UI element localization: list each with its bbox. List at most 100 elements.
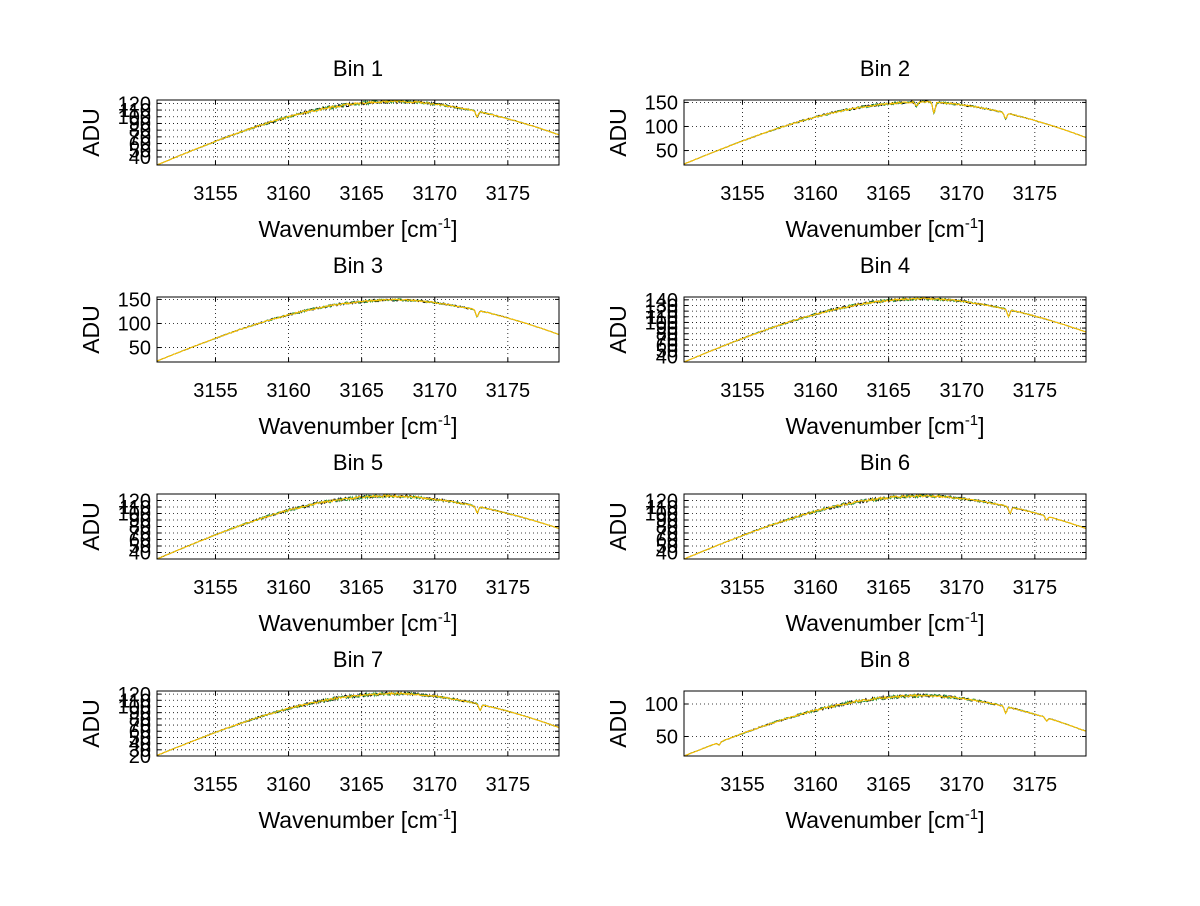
x-tick-label: 3155 xyxy=(193,774,238,796)
y-tick-label: 80 xyxy=(129,120,151,142)
y-tick-label: 100 xyxy=(645,694,678,716)
series-line-1 xyxy=(684,297,1086,362)
x-tick-label: 3170 xyxy=(412,380,457,402)
x-tick-label: 3165 xyxy=(339,774,384,796)
subplot-bin-5: 3155 3160 3165 3170 3175 40506070809010011012… xyxy=(78,450,560,636)
y-tick-label: 50 xyxy=(129,536,151,558)
x-tick-label: 3175 xyxy=(486,774,531,796)
x-tick-label: 3175 xyxy=(1013,380,1058,402)
x-tick-label: 3160 xyxy=(266,577,311,599)
series-line-1 xyxy=(157,100,559,165)
y-tick-label: 100 xyxy=(645,312,678,334)
y-tick-label: 100 xyxy=(118,504,151,526)
y-tick-label: 110 xyxy=(119,100,151,122)
x-tick-label: 3155 xyxy=(720,183,765,205)
series-line-1 xyxy=(684,100,1086,165)
axes-frame xyxy=(683,690,1087,757)
plot-title: Bin 1 xyxy=(333,56,383,81)
y-tick-label: 80 xyxy=(129,709,151,731)
x-tick-label: 3160 xyxy=(793,774,838,796)
x-tick-label: 3165 xyxy=(866,183,911,205)
y-tick-label: 100 xyxy=(118,696,151,718)
y-tick-label: 40 xyxy=(129,543,151,565)
y-tick-label: 70 xyxy=(129,523,151,545)
series-line-2 xyxy=(157,297,559,362)
y-tick-label: 30 xyxy=(129,740,151,762)
series-line-3 xyxy=(684,693,1086,756)
y-tick-label: 120 xyxy=(118,684,151,706)
axes-frame xyxy=(156,296,560,363)
x-axis-label: Wavenumber [cm-1] xyxy=(785,806,984,833)
y-tick-label: 110 xyxy=(646,307,678,329)
y-tick-label: 150 xyxy=(118,289,151,311)
y-tick-label: 60 xyxy=(129,530,151,552)
y-tick-label: 70 xyxy=(129,715,151,737)
plot-title: Bin 8 xyxy=(860,647,910,672)
y-tick-label: 100 xyxy=(645,116,678,138)
y-tick-label: 80 xyxy=(129,517,151,539)
plot-title: Bin 2 xyxy=(860,56,910,81)
x-tick-label: 3160 xyxy=(793,183,838,205)
y-tick-label: 110 xyxy=(119,497,151,519)
x-axis-label: Wavenumber [cm-1] xyxy=(785,609,984,636)
y-tick-label: 90 xyxy=(129,510,151,532)
x-axis-label: Wavenumber [cm-1] xyxy=(785,215,984,242)
x-tick-label: 3165 xyxy=(866,774,911,796)
axes-frame xyxy=(683,99,1087,166)
x-axis-label: Wavenumber [cm-1] xyxy=(258,215,457,242)
y-tick-label: 120 xyxy=(118,491,151,513)
y-axis-label: ADU xyxy=(605,305,631,354)
x-tick-label: 3165 xyxy=(866,380,911,402)
y-tick-label: 90 xyxy=(656,318,678,340)
y-tick-label: 100 xyxy=(118,107,151,129)
plot-title: Bin 4 xyxy=(860,253,910,278)
y-tick-label: 50 xyxy=(129,140,151,162)
x-tick-label: 3175 xyxy=(486,380,531,402)
x-axis-label: Wavenumber [cm-1] xyxy=(258,609,457,636)
y-tick-label: 90 xyxy=(129,703,151,725)
series-line-3 xyxy=(157,298,559,362)
y-tick-label: 140 xyxy=(645,290,678,312)
series-line-1 xyxy=(157,691,559,756)
y-axis-label: ADU xyxy=(605,502,631,551)
x-tick-label: 3170 xyxy=(412,774,457,796)
y-tick-label: 60 xyxy=(656,530,678,552)
y-tick-label: 40 xyxy=(129,734,151,756)
series-line-3 xyxy=(157,100,559,165)
y-tick-label: 60 xyxy=(129,721,151,743)
y-tick-label: 80 xyxy=(656,324,678,346)
x-tick-label: 3155 xyxy=(720,577,765,599)
x-tick-label: 3160 xyxy=(793,577,838,599)
x-axis-label: Wavenumber [cm-1] xyxy=(258,412,457,439)
x-tick-label: 3160 xyxy=(266,774,311,796)
series-line-2 xyxy=(684,693,1086,756)
x-tick-label: 3175 xyxy=(1013,183,1058,205)
y-tick-label: 130 xyxy=(645,295,678,317)
y-tick-label: 90 xyxy=(129,113,151,135)
axes-frame xyxy=(156,690,560,757)
x-tick-label: 3155 xyxy=(193,183,238,205)
subplot-bin-8: 3155 3160 3165 3170 3175 50 100 Bin 8 Wavenumber… xyxy=(605,647,1087,833)
y-tick-label: 110 xyxy=(119,690,151,712)
y-tick-label: 120 xyxy=(645,491,678,513)
series-line-3 xyxy=(684,297,1086,362)
series-line-3 xyxy=(684,494,1086,559)
series-line-1 xyxy=(157,297,559,362)
y-tick-label: 60 xyxy=(656,335,678,357)
y-tick-label: 120 xyxy=(118,93,151,115)
y-tick-label: 40 xyxy=(656,346,678,368)
y-tick-label: 100 xyxy=(645,504,678,526)
y-axis-label: ADU xyxy=(78,502,104,551)
x-tick-label: 3165 xyxy=(339,183,384,205)
x-tick-label: 3175 xyxy=(1013,774,1058,796)
y-tick-label: 90 xyxy=(656,510,678,532)
x-tick-label: 3170 xyxy=(939,577,984,599)
series-line-3 xyxy=(157,494,559,559)
x-tick-label: 3165 xyxy=(339,380,384,402)
y-tick-label: 50 xyxy=(129,727,151,749)
plot-title: Bin 5 xyxy=(333,450,383,475)
y-tick-label: 120 xyxy=(645,301,678,323)
x-tick-label: 3170 xyxy=(939,380,984,402)
